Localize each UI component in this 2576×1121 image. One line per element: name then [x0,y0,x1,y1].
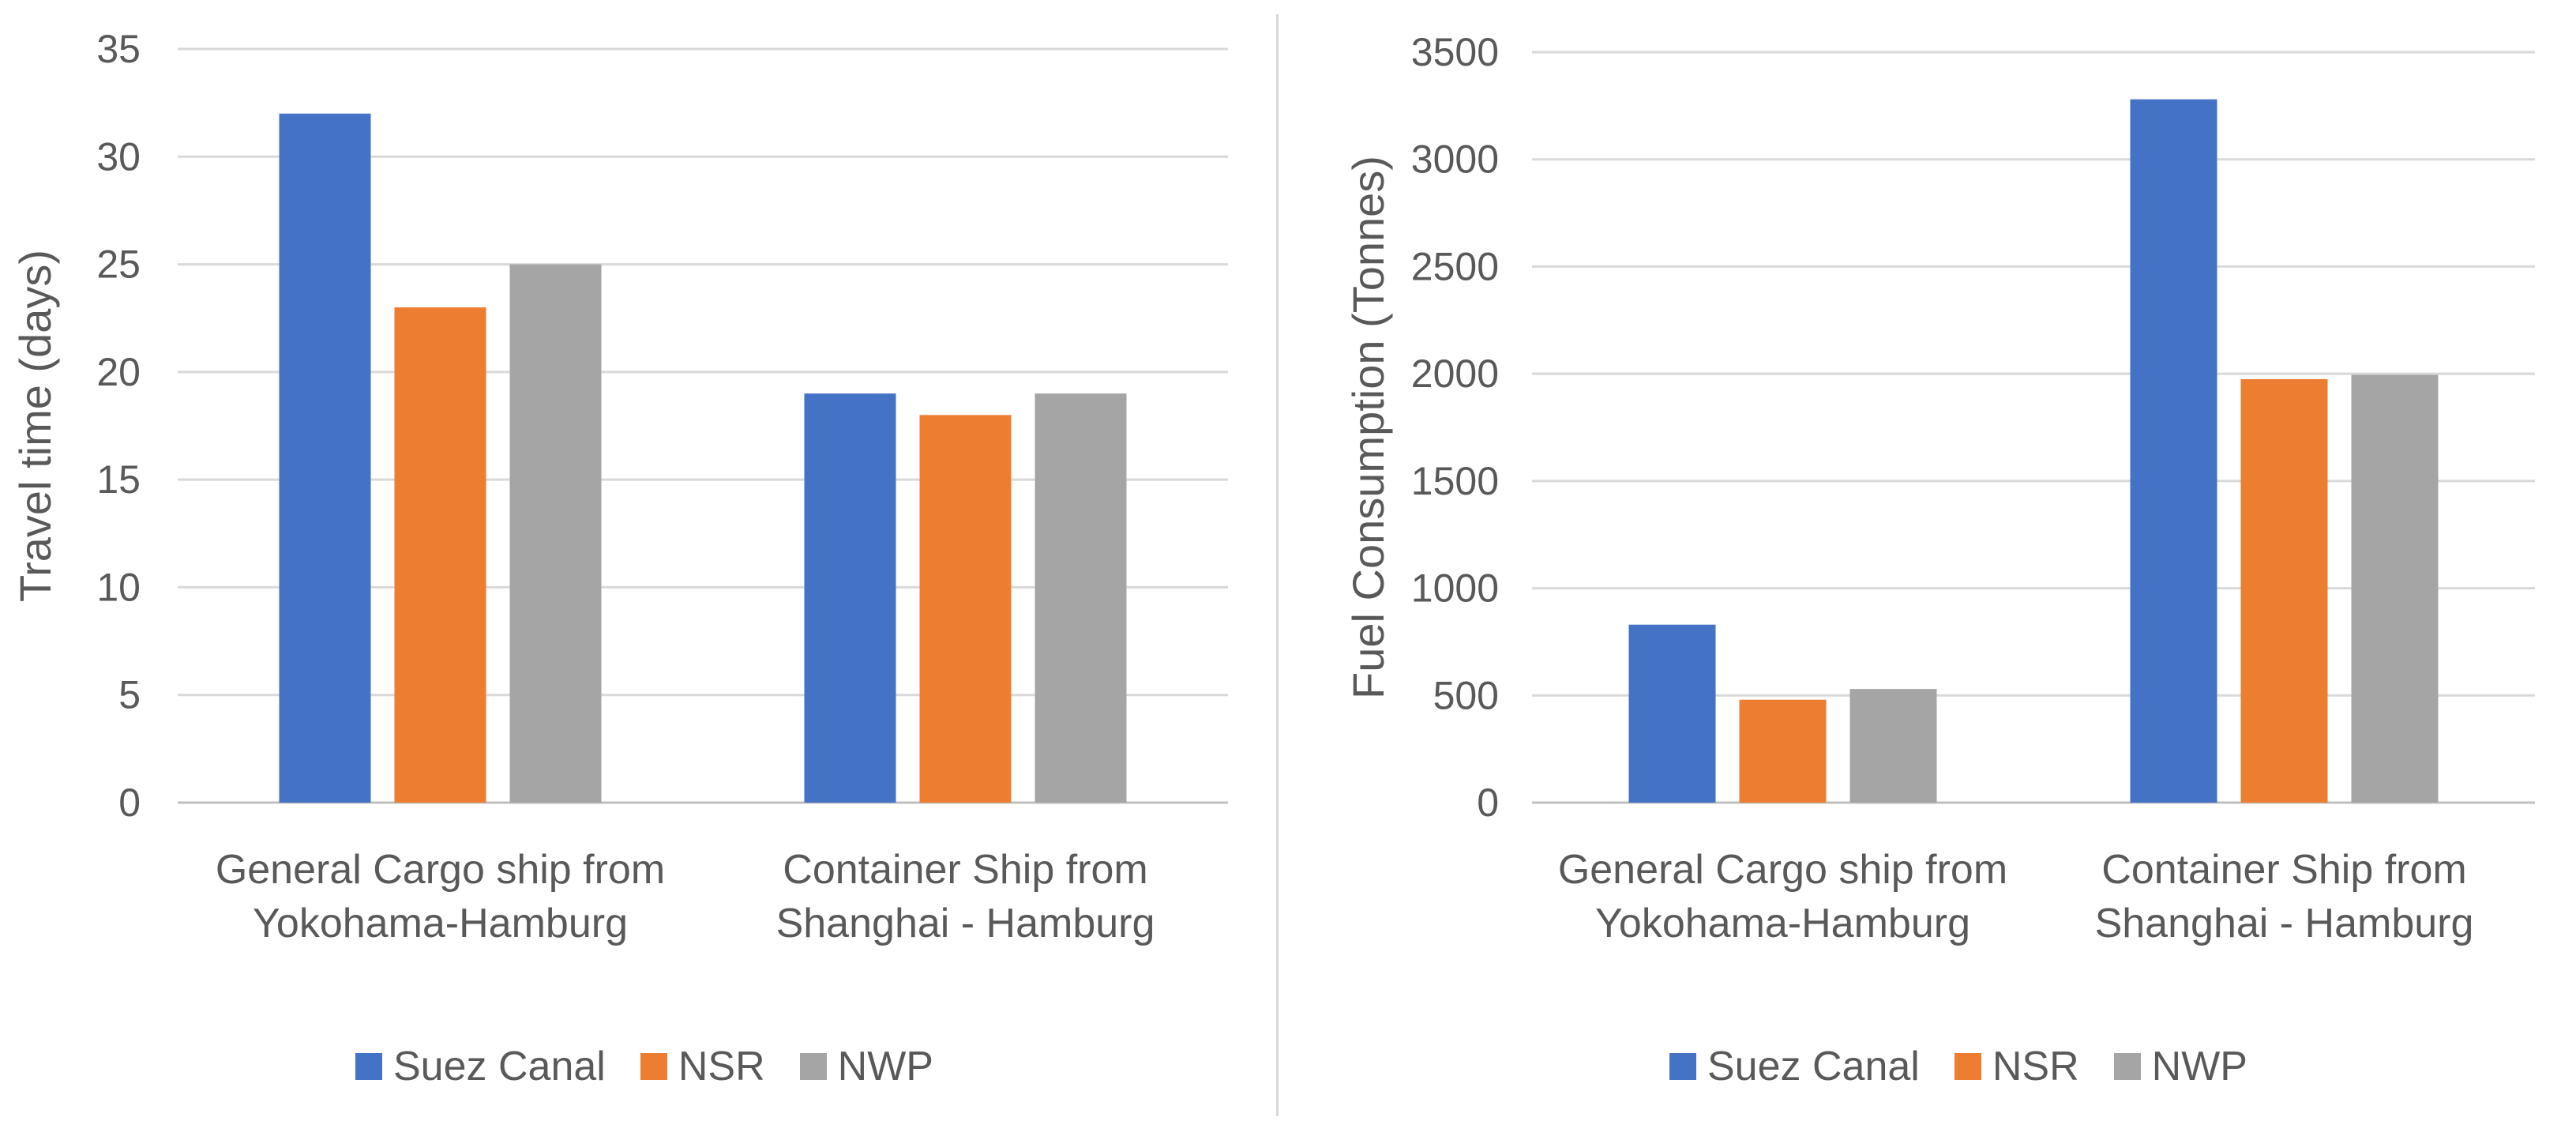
category-label: Shanghai - Hamburg [2095,901,2474,946]
y-axis-title: Travel time (days) [10,250,60,602]
y-tick-label: 25 [96,243,141,287]
y-tick-label: 5 [118,673,141,717]
y-tick-label: 35 [96,27,141,71]
bar-nwp-2 [1035,393,1127,803]
legend-label-suez-canal: Suez Canal [393,1044,606,1089]
fuel-consumption-chart: 0 500 1000 1500 2000 2500 3000 3500 Fuel Consump… [1343,30,2535,946]
category-label: Container Ship from [783,847,1147,893]
category-label: Yokohama-Hamburg [1595,901,1970,946]
legend-item-suez-canal: Suez Canal [355,1043,606,1090]
bar-suez-canal-2 [2130,99,2217,803]
bar-nwp-1 [509,264,602,803]
bar-nsr-2 [2240,378,2328,803]
bar-suez-canal-1 [1628,624,1716,803]
y-tick-label: 2500 [1411,244,1499,288]
legend-swatch-nwp [799,1053,827,1080]
legend-item-suez-canal: Suez Canal [1669,1043,1920,1090]
bar-nsr-1 [1739,699,1827,803]
bar-nwp-2 [2351,374,2439,803]
legend-label-nwp: NWP [2151,1044,2247,1089]
bar-nsr-1 [394,307,486,803]
y-tick-label: 10 [96,565,141,609]
travel-time-chart: 0 5 10 15 20 25 30 35 Travel time (days) General … [10,27,1228,946]
legend-item-nwp: NWP [799,1043,933,1090]
category-label: Yokohama-Hamburg [253,901,628,946]
y-axis-title: Fuel Consumption (Tonnes) [1343,156,1393,699]
bar-suez-canal-2 [804,393,896,803]
y-tick-label: 2000 [1411,352,1499,396]
travel-time-chart-panel: 0 5 10 15 20 25 30 35 Travel time (days) General … [0,0,1271,1121]
fuel-consumption-chart-panel: 0 500 1000 1500 2000 2500 3000 3500 Fuel Consump… [1281,0,2576,1121]
travel-time-legend: Suez Canal NSR NWP [355,1043,933,1090]
legend-swatch-suez-canal [355,1053,382,1080]
category-label: General Cargo ship from [216,847,665,893]
legend-item-nsr: NSR [1954,1043,2079,1090]
category-label: General Cargo ship from [1558,847,2007,893]
y-tick-label: 1500 [1411,459,1499,503]
category-label: Container Ship from [2101,847,2466,893]
legend-swatch-nwp [2113,1053,2141,1080]
legend-item-nwp: NWP [2113,1043,2247,1090]
panel-divider [1276,14,1279,1116]
legend-label-suez-canal: Suez Canal [1707,1044,1920,1089]
bar-suez-canal-1 [279,113,371,803]
y-tick-label: 1000 [1411,566,1499,611]
bar-nsr-2 [919,415,1012,803]
legend-swatch-suez-canal [1669,1053,1696,1080]
y-tick-label: 3000 [1411,137,1499,182]
legend-swatch-nsr [1954,1053,1981,1080]
category-label: Shanghai - Hamburg [776,901,1155,946]
y-tick-label: 0 [1477,781,1499,825]
legend-label-nwp: NWP [837,1044,933,1089]
bar-nwp-1 [1849,689,1937,803]
y-tick-label: 20 [96,350,141,394]
y-tick-label: 0 [118,781,141,825]
y-tick-label: 30 [96,134,141,179]
y-tick-label: 500 [1433,673,1499,717]
fuel-consumption-legend: Suez Canal NSR NWP [1669,1043,2247,1090]
y-tick-label: 3500 [1411,30,1499,74]
legend-label-nsr: NSR [678,1044,765,1089]
y-tick-label: 15 [96,457,141,502]
legend-item-nsr: NSR [640,1043,765,1090]
legend-swatch-nsr [640,1053,667,1080]
legend-label-nsr: NSR [1992,1044,2079,1089]
